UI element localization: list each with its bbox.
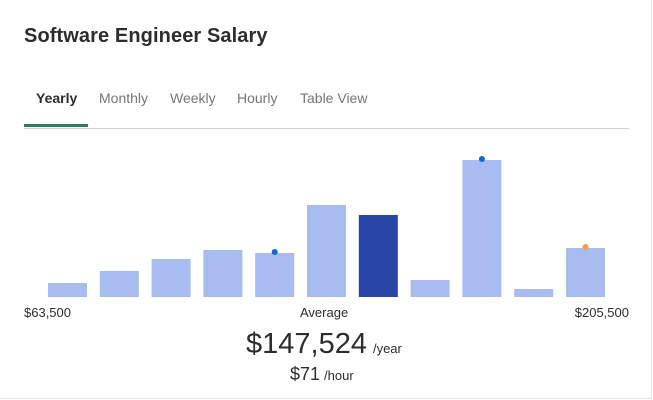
yearly-salary-value: $147,524	[246, 328, 367, 360]
page-title: Software Engineer Salary	[24, 25, 268, 47]
hourly-salary: $71/hour	[290, 364, 354, 385]
tab-hourly[interactable]: Hourly	[237, 90, 278, 106]
range-min-label: $63,500	[24, 305, 71, 320]
hourly-salary-value: $71	[290, 364, 321, 384]
period-tabs: Yearly Monthly Weekly Hourly Table View	[24, 82, 629, 129]
tab-table-view[interactable]: Table View	[300, 90, 368, 106]
average-label: Average	[300, 305, 349, 320]
yearly-salary: $147,524/year	[246, 328, 402, 361]
tab-weekly[interactable]: Weekly	[170, 90, 216, 106]
tab-monthly[interactable]: Monthly	[99, 90, 149, 106]
yearly-salary-unit: /year	[372, 341, 402, 356]
hourly-salary-unit: /hour	[324, 368, 354, 383]
active-tab-indicator	[24, 124, 88, 127]
range-max-label: $205,500	[574, 305, 629, 320]
tab-yearly[interactable]: Yearly	[36, 90, 78, 106]
